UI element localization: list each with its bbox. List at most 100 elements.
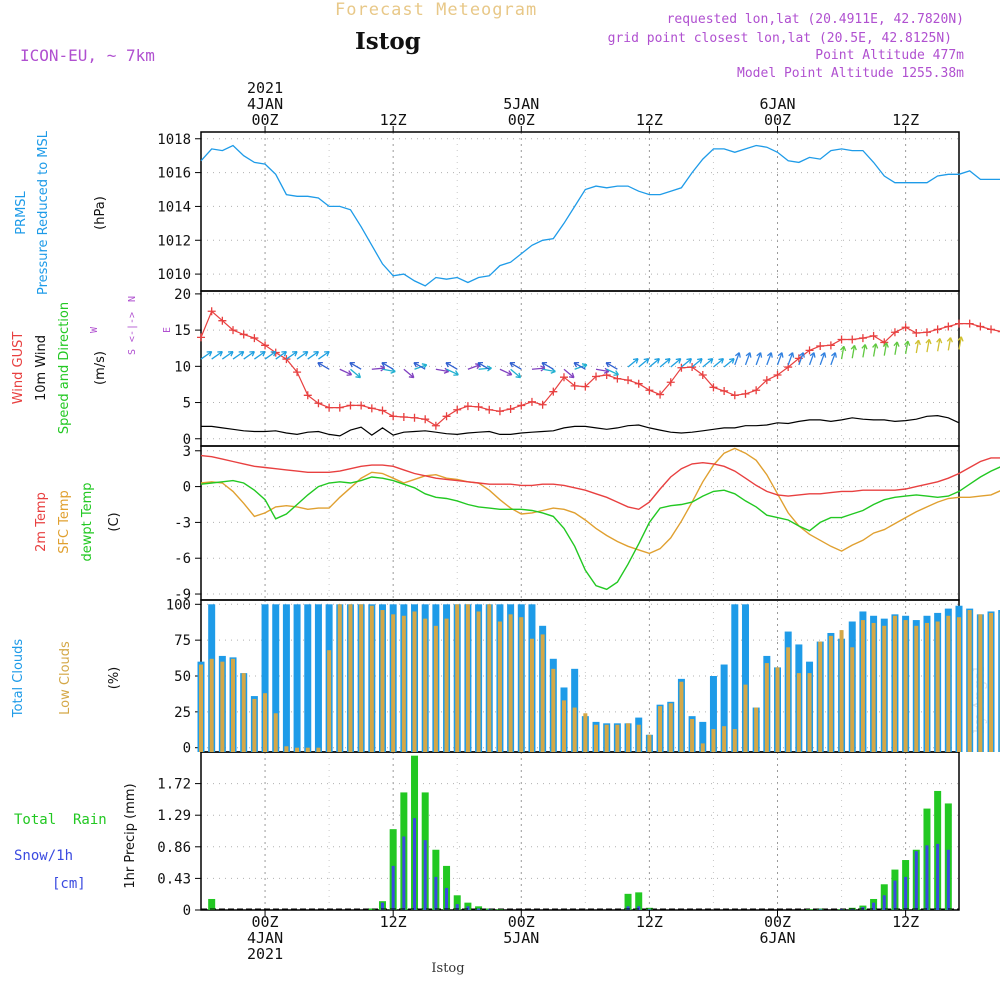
gust-marker [431,421,440,430]
wind-arrow-head [840,345,847,352]
y-tick-label: 75 [174,633,191,649]
low-cloud-bar [551,668,556,752]
snow-bar [423,840,427,910]
panel-2: -9 -6 -3 0 3 [174,444,960,603]
compass-e: E [162,327,173,333]
gust-marker [495,407,504,416]
low-cloud-bar [807,673,812,752]
footer-station: Istog [431,961,464,976]
gust-marker [442,412,451,421]
wind-arrow-head [904,340,911,346]
low-cloud-bar [978,614,983,752]
wind-arrow [531,367,545,370]
wind-arrow-head [799,352,805,358]
gust-marker [314,399,323,408]
wind-arrow [638,358,650,368]
wind-arrow [915,340,920,354]
snow-bar [434,876,438,910]
bottom-tick-label: 00Z [252,913,279,931]
wind-arrow [435,368,449,373]
snow-label: Snow/1h [14,848,73,864]
gust-marker [559,373,568,382]
gust-marker [389,412,398,421]
low-cloud-bar [284,746,289,752]
wind-arrow [478,367,492,370]
y-tick-label: -6 [174,551,191,567]
total-rain-label: Total Rain [14,812,107,828]
snow-bar [445,887,449,910]
low-cloud-bar [391,614,396,752]
wind-arrow-head [477,361,484,368]
low-cloud-bar [327,650,332,752]
dewpt-label: dewpt Temp [80,482,95,561]
wind-arrow-head [734,352,741,358]
wind-arrow [563,368,575,379]
gust-marker [506,405,515,414]
y-tick-label: 1010 [157,267,191,283]
wind-arrow-head [809,352,816,358]
gust-marker [453,405,462,414]
gust-marker [549,387,558,396]
gust-marker [933,325,942,334]
wind-arrow [403,368,415,379]
gust-marker [752,386,761,395]
top-tick-label: 2021 [247,79,283,97]
low-cloud-bar [903,620,908,752]
wind-arrow [840,346,845,360]
gust-marker [965,319,974,328]
snow-bar [925,845,929,910]
gust-marker [282,355,291,364]
wind-arrow [264,351,277,360]
gust-marker [901,323,910,332]
gust-marker [656,390,665,399]
wind-arrow-head [664,358,671,364]
wind-arrow-head [573,361,580,368]
y-tick-label: 1012 [157,233,191,249]
pressure-unit: (hPa) [93,196,108,230]
temp-unit: (C) [107,512,122,531]
wind-arrow [243,351,255,360]
wind-arrow-head [302,350,309,357]
wind-arrow-head [541,361,548,368]
gust-marker [592,372,601,381]
wind-arrow [713,358,724,368]
requested-coords: requested lon,lat (20.4911E, 42.7820N) [667,12,964,27]
gust-marker [229,326,238,335]
temp2m-line [200,454,1000,511]
rain-bar [645,907,653,910]
grid-point-coords: grid point closest lon,lat (20.5E, 42.81… [608,31,952,46]
low-cloud-bar [465,604,470,752]
wind-arrow-head [861,344,868,350]
snow-bar [487,909,491,910]
low-cloud-bar [636,724,641,752]
bottom-tick-label: 00Z [508,913,535,931]
wind-arrow [808,352,815,366]
compass-s: S [127,349,138,355]
wind-arrow [349,362,362,370]
gust-marker [698,371,707,380]
low-cloud-bar [209,658,214,752]
wind-arrow-head [756,352,763,358]
wind-arrow-head [381,361,387,368]
low-cloud-bar [199,664,203,752]
gust-marker [613,374,622,383]
total-cloud-bar [282,604,290,752]
gust-marker [912,329,921,338]
low-cloud-bar [732,729,737,752]
low-cloud-bar [572,707,577,752]
wind-arrow-head [643,358,650,364]
panel-frame [200,445,960,601]
low-cloud-bar [359,604,364,752]
cloud-unit: (%) [107,667,122,690]
gust-marker [720,386,729,395]
wind-arrow-head [697,358,703,364]
gust-marker [869,331,878,340]
low-cloud-bar [850,647,855,752]
low-cloud-bar [241,673,246,752]
wind-arrow-head [718,358,725,364]
bottom-tick-label: 6JAN [759,929,795,947]
dewpt-line [200,466,1000,591]
gust-marker [250,334,259,343]
gust-marker [677,363,686,372]
snow-bar [647,909,651,910]
